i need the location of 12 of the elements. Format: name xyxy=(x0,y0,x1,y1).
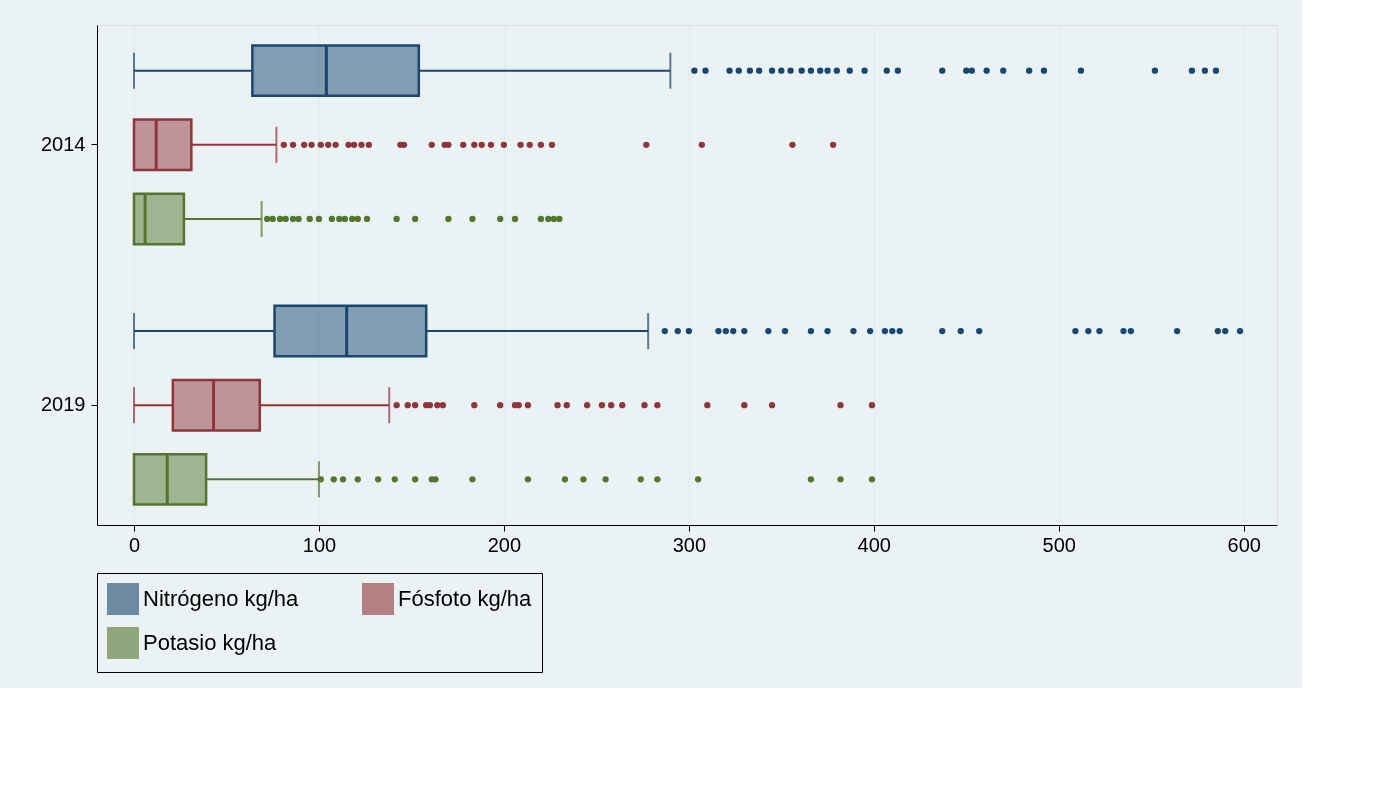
legend-label: Nitrógeno kg/ha xyxy=(143,586,300,611)
x-tick-label: 300 xyxy=(672,533,707,556)
x-tick-label: 600 xyxy=(1227,533,1261,556)
y-tick-label: 2014 xyxy=(41,132,86,155)
x-tick-label: 500 xyxy=(1042,533,1076,556)
x-tick-label: 100 xyxy=(302,533,337,556)
x-tick-label: 0 xyxy=(128,533,141,556)
x-tick-label: 400 xyxy=(857,533,891,556)
y-tick-label: 2019 xyxy=(41,393,86,416)
legend-label: Potasio kg/ha xyxy=(143,630,278,655)
x-tick-label: 200 xyxy=(487,533,522,556)
legend-label: Fósfoto kg/ha xyxy=(398,586,533,611)
